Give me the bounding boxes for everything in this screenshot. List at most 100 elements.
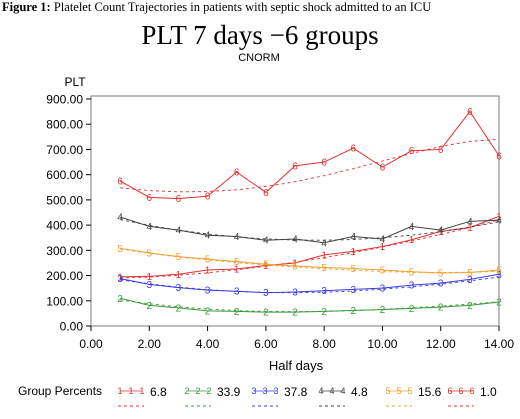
legend-2-marker: 2 — [195, 386, 200, 396]
series-2-point: 2 — [147, 301, 153, 312]
series-5-point: 5 — [117, 244, 123, 255]
series-2-point: 2 — [438, 303, 444, 314]
series-group-6: 6 6 6 6 6 6 6 6 6 6 6 6 6 6 — [117, 107, 502, 205]
chart-subtitle: CNORM — [238, 52, 280, 64]
series-1-point: 1 — [147, 272, 153, 283]
legend-item-4: 4 4 4 4.8 — [318, 385, 368, 407]
legend-6-marker: 6 — [447, 386, 452, 396]
series-3-point: 3 — [351, 285, 357, 296]
series-2-point: 2 — [205, 306, 211, 317]
legend-4-marker: 4 — [318, 386, 323, 396]
series-group-4: 4 4 4 4 4 4 4 4 4 4 4 4 4 4 — [117, 213, 502, 250]
series-4-point: 4 — [321, 238, 327, 249]
plot-frame — [90, 95, 500, 327]
series-3-point: 3 — [467, 275, 473, 286]
series-1-observed-line — [120, 215, 500, 278]
series-4-point: 4 — [351, 232, 357, 243]
x-tick-label: 8.00 — [312, 337, 336, 351]
series-4-point: 4 — [263, 236, 269, 247]
series-3-point: 3 — [380, 284, 386, 295]
series-4-point: 4 — [176, 226, 182, 237]
legend-1-marker: 1 — [128, 386, 133, 396]
series-5-point: 5 — [176, 252, 182, 263]
series-3-point: 3 — [321, 286, 327, 297]
legend-item-5: 5 5 5 15.6 — [385, 385, 442, 407]
series-2-point: 2 — [496, 298, 502, 309]
series-6-point: 6 — [351, 144, 357, 155]
y-tick-label: 700.00 — [46, 143, 83, 157]
series-2-point: 2 — [321, 307, 327, 318]
series-2-point: 2 — [409, 304, 415, 315]
legend-4-percent: 4.8 — [351, 385, 368, 399]
series-5-point: 5 — [380, 266, 386, 277]
series-6-point: 6 — [176, 194, 182, 205]
legend-item-1: 1 1 1 6.8 — [117, 385, 167, 407]
y-tick-label: 600.00 — [46, 168, 83, 182]
series-2-point: 2 — [351, 306, 357, 317]
y-tick-label: 100.00 — [46, 294, 83, 308]
series-3-observed-line — [120, 273, 500, 294]
series-2-point: 2 — [263, 308, 269, 319]
series-1-point: 1 — [292, 258, 298, 269]
legend-3-percent: 37.8 — [284, 385, 308, 399]
figure-caption: Figure 1: Platelet Count Trajectories in… — [2, 0, 431, 15]
series-6-point: 6 — [467, 107, 473, 118]
series-6-point: 6 — [292, 161, 298, 172]
series-4-observed-line — [119, 216, 500, 244]
series-5-point: 5 — [321, 263, 327, 274]
series-6-point: 6 — [321, 158, 327, 169]
x-axis-label: Half days — [269, 358, 324, 373]
series-5-point: 5 — [409, 267, 415, 278]
x-tick-label: 10.00 — [367, 337, 397, 351]
series-1-point: 1 — [380, 242, 386, 253]
series-4-point: 4 — [234, 232, 240, 243]
series-4-point: 4 — [117, 213, 123, 224]
x-tick-label: 0.00 — [79, 337, 103, 351]
legend-2-marker: 2 — [184, 386, 189, 396]
series-1-point: 1 — [263, 261, 269, 272]
series-4-point: 4 — [496, 216, 502, 227]
legend-4-marker: 4 — [340, 386, 345, 396]
legend-item-3: 3 3 3 37.8 — [251, 385, 308, 407]
legend-6-percent: 1.0 — [480, 385, 497, 399]
series-1-fitted-line — [120, 219, 500, 279]
series-5-point: 5 — [263, 260, 269, 271]
series-6-observed-line — [119, 110, 500, 200]
series-1-point: 1 — [205, 266, 211, 277]
series-3-point: 3 — [117, 274, 123, 285]
series-1-point: 1 — [496, 212, 502, 223]
series-6-point: 6 — [117, 176, 123, 187]
series-3-point: 3 — [292, 287, 298, 298]
legend-5-marker: 5 — [385, 386, 390, 396]
series-5-point: 5 — [147, 248, 153, 259]
legend-3-marker: 3 — [251, 386, 256, 396]
series-5-observed-line — [120, 247, 500, 274]
legend-item-6: 6 6 6 1.0 — [447, 385, 497, 407]
y-axis-label: PLT — [64, 75, 86, 89]
chart-title: PLT 7 days −6 groups — [141, 20, 378, 50]
series-3-point: 3 — [438, 279, 444, 290]
legend-1-marker: 1 — [139, 386, 144, 396]
series-5-point: 5 — [467, 268, 473, 279]
series-3-point: 3 — [263, 288, 269, 299]
series-4-point: 4 — [380, 234, 386, 245]
series-3-point: 3 — [234, 287, 240, 298]
series-6-fitted-line — [120, 138, 500, 193]
series-1-point: 1 — [467, 223, 473, 234]
series-1-point: 1 — [438, 227, 444, 238]
series-6-point: 6 — [380, 163, 386, 174]
series-4-point: 4 — [205, 231, 211, 242]
y-tick-label: 900.00 — [46, 93, 83, 107]
series-6-point: 6 — [147, 193, 153, 204]
series-5-point: 5 — [351, 264, 357, 275]
x-tick-label: 6.00 — [254, 337, 278, 351]
legend-2-marker: 2 — [206, 386, 211, 396]
legend-1-percent: 6.8 — [150, 385, 167, 399]
series-4-point: 4 — [438, 226, 444, 237]
series-2-point: 2 — [117, 294, 123, 305]
series-5-point: 5 — [496, 266, 502, 277]
series-6-point: 6 — [205, 192, 211, 203]
series-group-3: 3 3 3 3 3 3 3 3 3 3 3 3 3 3 — [117, 270, 502, 299]
series-1-point: 1 — [351, 247, 357, 258]
legend-3-marker: 3 — [273, 386, 278, 396]
